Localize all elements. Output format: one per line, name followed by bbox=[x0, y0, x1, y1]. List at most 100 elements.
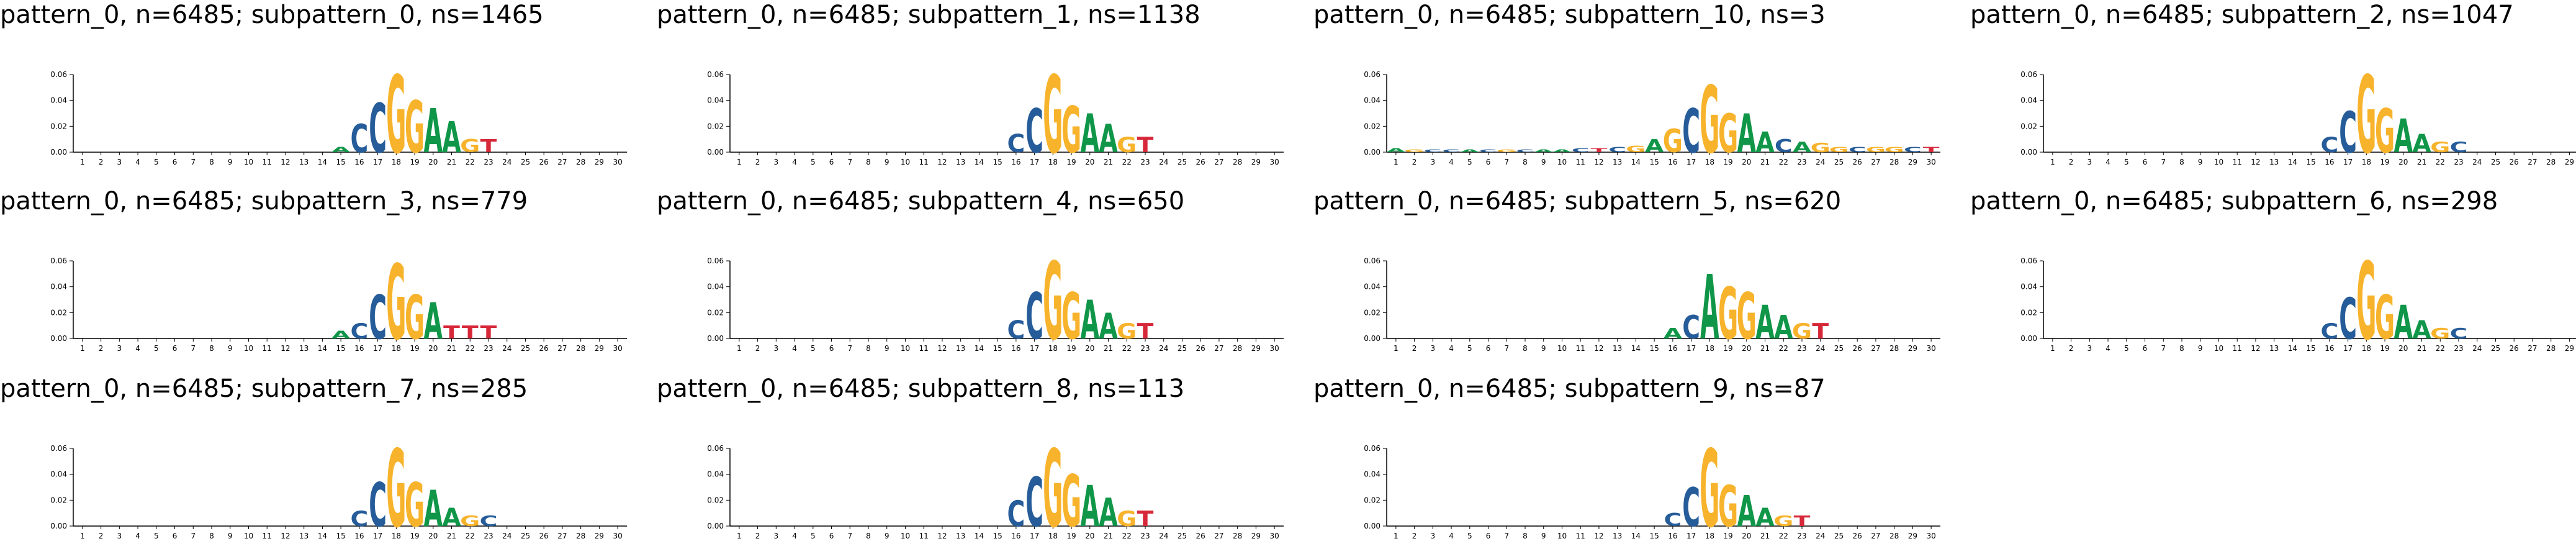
logo-letter: A bbox=[424, 293, 443, 350]
x-tick-label: 23 bbox=[2454, 344, 2463, 353]
x-tick-label: 3 bbox=[1431, 158, 1436, 166]
x-tick-label: 20 bbox=[2398, 344, 2408, 353]
x-tick-label: 8 bbox=[209, 344, 214, 353]
x-tick-label: 21 bbox=[2417, 344, 2426, 353]
x-tick-label: 14 bbox=[2288, 158, 2297, 166]
x-tick-label: 1 bbox=[737, 158, 742, 166]
logo-letter: C bbox=[369, 90, 387, 168]
x-tick-label: 3 bbox=[774, 158, 779, 166]
x-tick-label: 21 bbox=[1104, 344, 1113, 353]
logo-letter: C bbox=[2320, 319, 2338, 343]
x-tick-label: 26 bbox=[2510, 158, 2519, 166]
x-tick-label: 1 bbox=[1394, 532, 1398, 540]
x-tick-label: 8 bbox=[1523, 532, 1528, 540]
x-tick-label: 7 bbox=[2161, 158, 2166, 166]
x-tick-label: 16 bbox=[1668, 158, 1677, 166]
x-tick-label: 12 bbox=[281, 532, 290, 540]
logo-letter: C bbox=[1025, 280, 1043, 354]
y-tick-label: 0.02 bbox=[707, 122, 724, 130]
logo-panel: pattern_0, n=6485; subpattern_4, ns=650 0… bbox=[657, 186, 1296, 366]
x-tick-label: 4 bbox=[135, 532, 140, 540]
x-tick-label: 8 bbox=[866, 344, 871, 353]
x-tick-label: 6 bbox=[173, 532, 178, 540]
y-tick-label: 0.06 bbox=[1364, 70, 1380, 79]
x-tick-label: 28 bbox=[576, 158, 585, 166]
x-tick-label: 7 bbox=[847, 532, 852, 540]
x-tick-label: 22 bbox=[466, 158, 475, 166]
y-tick-label: 0.02 bbox=[50, 122, 67, 130]
x-tick-label: 16 bbox=[1668, 532, 1677, 540]
x-tick-label: 13 bbox=[299, 158, 308, 166]
x-tick-label: 15 bbox=[1649, 532, 1659, 540]
logo-letter: G bbox=[1885, 145, 1904, 153]
x-tick-label: 11 bbox=[263, 532, 272, 540]
logo-letter: C bbox=[2320, 132, 2338, 157]
x-tick-label: 2 bbox=[99, 344, 104, 353]
x-tick-label: 23 bbox=[1140, 158, 1150, 166]
x-tick-label: 10 bbox=[901, 532, 910, 540]
x-tick-label: 17 bbox=[1687, 158, 1696, 166]
x-tick-label: 22 bbox=[1779, 344, 1788, 353]
logo-letter: G bbox=[1663, 123, 1683, 160]
logo-letter: G bbox=[1117, 132, 1137, 157]
y-tick-label: 0.06 bbox=[2020, 257, 2037, 265]
logo-letter: C bbox=[1007, 494, 1025, 535]
x-tick-label: 26 bbox=[1196, 344, 1205, 353]
logo-letter: G bbox=[1043, 241, 1063, 365]
x-tick-label: 26 bbox=[539, 344, 549, 353]
x-tick-label: 11 bbox=[919, 344, 929, 353]
y-tick-label: 0.06 bbox=[50, 70, 67, 79]
x-tick-label: 14 bbox=[1631, 158, 1641, 166]
x-tick-label: 16 bbox=[1011, 344, 1020, 353]
x-tick-label: 29 bbox=[595, 532, 604, 540]
y-tick-label: 0.00 bbox=[1364, 334, 1380, 343]
logo-letter: A bbox=[1387, 147, 1405, 153]
logo-letter: G bbox=[460, 136, 480, 157]
x-tick-label: 12 bbox=[1594, 344, 1603, 353]
y-tick-label: 0.04 bbox=[1364, 283, 1380, 291]
x-tick-label: 15 bbox=[993, 344, 1002, 353]
x-tick-label: 5 bbox=[1467, 532, 1472, 540]
x-tick-label: 15 bbox=[2306, 158, 2315, 166]
logo-panel: pattern_0, n=6485; subpattern_1, ns=1138… bbox=[657, 0, 1296, 180]
x-tick-label: 18 bbox=[1048, 158, 1058, 166]
x-tick-label: 17 bbox=[373, 344, 382, 353]
logo-letter: A bbox=[424, 480, 443, 538]
logo-letter: G bbox=[1718, 274, 1738, 356]
x-tick-label: 6 bbox=[1486, 344, 1491, 353]
y-tick-label: 0.06 bbox=[50, 257, 67, 265]
x-tick-label: 10 bbox=[901, 344, 910, 353]
logo-letter: G bbox=[405, 88, 425, 170]
x-tick-label: 30 bbox=[1269, 532, 1279, 540]
x-tick-label: 7 bbox=[191, 158, 196, 166]
x-tick-label: 19 bbox=[1723, 158, 1732, 166]
y-tick-label: 0.00 bbox=[1364, 148, 1380, 157]
x-tick-label: 7 bbox=[1504, 532, 1509, 540]
logo-letter: T bbox=[1923, 145, 1940, 153]
x-tick-label: 10 bbox=[901, 158, 910, 166]
x-tick-label: 8 bbox=[866, 158, 871, 166]
logo-letter: G bbox=[1811, 141, 1831, 155]
x-tick-label: 25 bbox=[1834, 344, 1844, 353]
y-tick-label: 0.06 bbox=[707, 70, 724, 79]
x-tick-label: 10 bbox=[244, 158, 253, 166]
logo-letter: G bbox=[386, 243, 406, 363]
x-tick-label: 12 bbox=[937, 532, 947, 540]
x-tick-label: 30 bbox=[1269, 158, 1279, 166]
x-tick-label: 23 bbox=[1797, 532, 1806, 540]
x-tick-label: 30 bbox=[613, 344, 622, 353]
x-tick-label: 3 bbox=[1431, 532, 1436, 540]
logo-letter: G bbox=[1700, 429, 1719, 552]
x-tick-label: 11 bbox=[263, 344, 272, 353]
x-tick-label: 25 bbox=[1178, 344, 1187, 353]
x-tick-label: 6 bbox=[2143, 158, 2148, 166]
x-tick-label: 19 bbox=[1066, 344, 1076, 353]
x-tick-label: 18 bbox=[2362, 344, 2371, 353]
x-tick-label: 8 bbox=[2179, 158, 2184, 166]
x-tick-label: 27 bbox=[1214, 344, 1223, 353]
logo-letter: A bbox=[424, 97, 443, 167]
logo-panel: pattern_0, n=6485; subpattern_6, ns=298 0… bbox=[1970, 186, 2576, 366]
x-tick-label: 29 bbox=[1908, 344, 1917, 353]
x-tick-label: 24 bbox=[1159, 532, 1168, 540]
x-tick-label: 11 bbox=[1576, 344, 1585, 353]
